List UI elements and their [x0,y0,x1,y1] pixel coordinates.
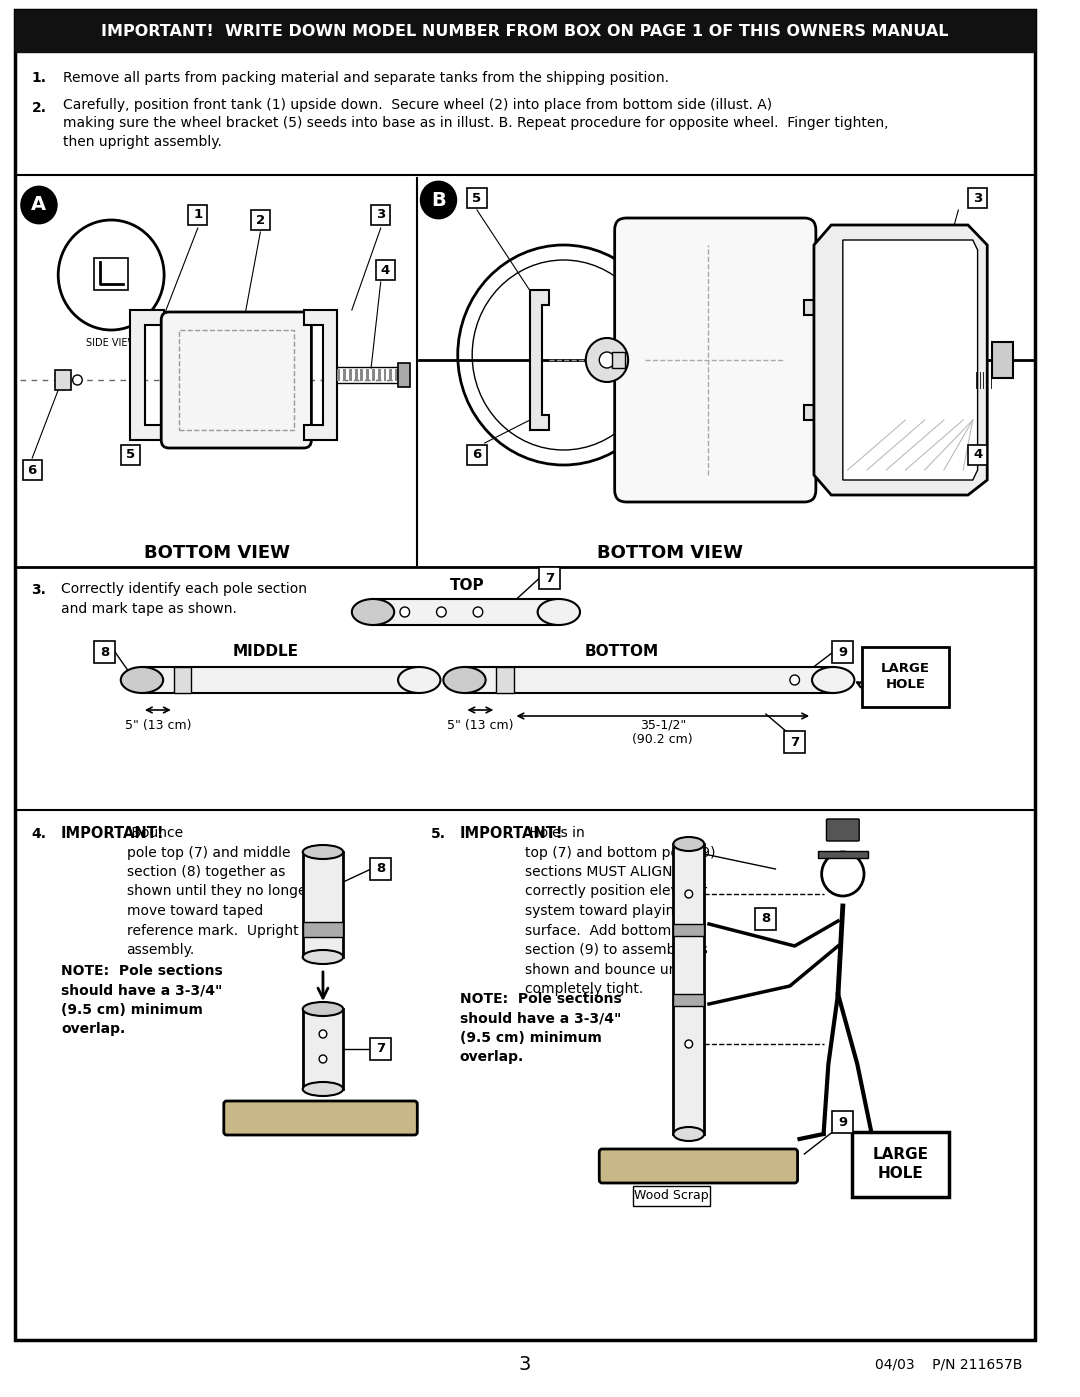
Bar [468,446,487,465]
Bar [539,567,559,590]
Circle shape [685,1039,692,1048]
Bar [464,666,833,693]
Bar [15,10,1036,52]
Bar [674,844,704,1134]
Text: 4.: 4. [31,827,46,841]
Ellipse shape [674,1127,704,1141]
Text: 1.: 1. [31,71,46,85]
Bar [993,342,1013,379]
FancyBboxPatch shape [224,1101,417,1134]
Text: 7: 7 [544,571,554,584]
Polygon shape [814,225,987,495]
Ellipse shape [352,599,394,624]
Text: 5.: 5. [431,827,446,841]
Ellipse shape [399,666,441,693]
Bar [674,995,704,1006]
Bar [178,330,294,430]
Text: 8: 8 [99,645,109,658]
Bar [94,641,114,664]
Circle shape [24,61,54,94]
Text: Bounce
pole top (7) and middle
section (8) together as
shown until they no longe: Bounce pole top (7) and middle section (… [126,826,312,957]
Bar [399,363,409,387]
Bar [968,446,987,465]
Bar [354,369,357,381]
FancyBboxPatch shape [599,1148,797,1183]
Ellipse shape [121,666,163,693]
Ellipse shape [443,666,486,693]
Text: 3: 3 [376,208,386,222]
Circle shape [421,182,456,218]
Text: Holes in
top (7) and bottom pole (9)
sections MUST ALIGN to
correctly position e: Holes in top (7) and bottom pole (9) sec… [525,826,716,996]
Circle shape [319,1030,327,1038]
Circle shape [599,352,615,367]
Bar [378,369,381,381]
Bar [376,260,395,279]
Text: Remove all parts from packing material and separate tanks from the shipping posi: Remove all parts from packing material a… [63,71,669,85]
Circle shape [24,574,54,606]
Text: 5: 5 [472,191,482,204]
Bar [818,851,868,858]
Circle shape [319,1055,327,1063]
Polygon shape [131,310,164,440]
Text: 9: 9 [838,1115,848,1129]
Text: 7: 7 [376,1042,386,1056]
Circle shape [24,819,54,849]
Bar [188,205,207,225]
Bar [468,189,487,208]
Text: IMPORTANT!  WRITE DOWN MODEL NUMBER FROM BOX ON PAGE 1 OF THIS OWNERS MANUAL: IMPORTANT! WRITE DOWN MODEL NUMBER FROM … [102,24,949,39]
Text: LARGE
HOLE: LARGE HOLE [873,1147,929,1180]
Bar [337,369,340,381]
Text: 3.: 3. [31,583,46,597]
FancyBboxPatch shape [615,218,815,502]
Text: 4: 4 [973,448,982,461]
Bar [251,210,270,231]
Text: 9: 9 [838,645,848,658]
Bar [611,352,625,367]
Bar [968,189,987,208]
Text: BOTTOM VIEW: BOTTOM VIEW [144,543,291,562]
Text: 3: 3 [518,1355,531,1375]
Polygon shape [303,310,337,440]
Text: NOTE:  Pole sections
should have a 3-3/4"
(9.5 cm) minimum
overlap.: NOTE: Pole sections should have a 3-3/4"… [460,992,621,1065]
Text: IMPORTANT!: IMPORTANT! [62,826,164,841]
Text: A: A [31,196,46,215]
Circle shape [473,608,483,617]
Circle shape [789,675,799,685]
Ellipse shape [674,837,704,851]
Bar [349,369,352,381]
Bar [852,1132,948,1197]
Bar [372,205,390,225]
Text: 6: 6 [28,464,37,476]
Bar [141,666,419,693]
Text: NOTE:  Pole sections
should have a 3-3/4"
(9.5 cm) minimum
overlap.: NOTE: Pole sections should have a 3-3/4"… [62,964,222,1037]
Bar [862,647,948,707]
Circle shape [585,338,629,381]
Polygon shape [805,300,833,420]
Bar [395,369,399,381]
Text: SIDE VIEW: SIDE VIEW [85,338,137,348]
Circle shape [685,890,692,898]
Text: 5" (13 cm): 5" (13 cm) [124,719,191,732]
Bar [390,369,392,381]
Ellipse shape [302,845,343,859]
Text: TOP: TOP [450,578,485,592]
Ellipse shape [812,666,854,693]
Text: B: B [431,190,446,210]
Bar [372,369,375,381]
Circle shape [400,608,409,617]
Text: 5: 5 [126,448,135,461]
Ellipse shape [302,1002,343,1016]
Bar [94,258,129,291]
Bar [373,599,558,624]
Ellipse shape [302,1083,343,1097]
Bar [361,369,363,381]
Bar [633,1186,710,1206]
Text: 1: 1 [193,208,202,222]
Text: 2: 2 [256,214,265,226]
Text: 8: 8 [761,912,770,925]
Text: 04/03    P/N 211657B: 04/03 P/N 211657B [875,1358,1023,1372]
Text: 35-1/2"
(90.2 cm): 35-1/2" (90.2 cm) [633,718,693,746]
Bar [383,369,387,381]
Circle shape [22,187,56,224]
Circle shape [436,608,446,617]
